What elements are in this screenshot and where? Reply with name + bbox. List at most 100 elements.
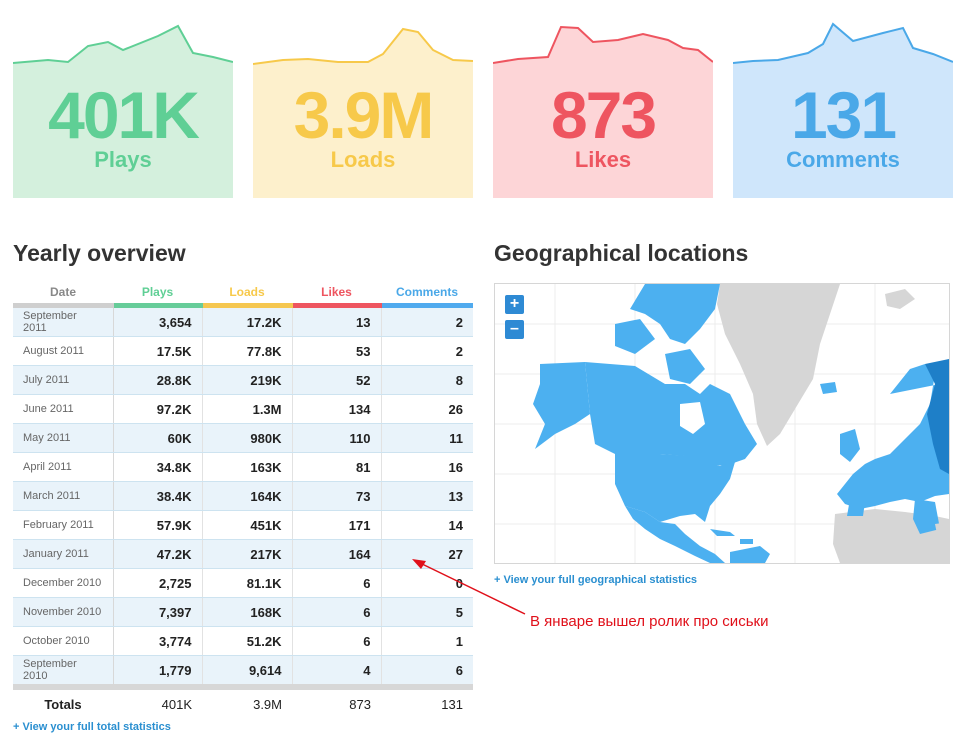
row-likes: 164 [292,539,382,569]
row-comments: 26 [381,394,473,424]
row-likes: 4 [292,655,382,688]
totals-loads: 3.9M [202,684,292,718]
row-plays: 34.8K [113,452,203,482]
sparkline-chart [13,24,233,198]
row-date: June 2011 [13,394,114,424]
russia-shape [925,359,949,474]
col-comments: Comments [381,280,473,308]
row-plays: 7,397 [113,597,203,627]
stat-label: Plays [94,147,152,172]
row-comments: 11 [381,423,473,453]
mexico-shape [625,506,725,563]
row-date: April 2011 [13,452,114,482]
row-likes: 6 [292,626,382,656]
map-graphic [495,284,949,563]
row-likes: 6 [292,597,382,627]
row-date: February 2011 [13,510,114,540]
row-date: August 2011 [13,336,114,366]
row-likes: 6 [292,568,382,598]
row-plays: 3,774 [113,626,203,656]
row-loads: 451K [202,510,293,540]
stat-label: Likes [574,147,632,172]
greenland-shape [717,284,840,446]
row-loads: 1.3M [202,394,293,424]
alaska-shape [533,362,590,449]
stat-card-plays: 401K Plays [13,22,233,198]
row-plays: 1,779 [113,655,203,688]
totals-row: Totals 401K 3.9M 873 131 [13,684,473,718]
row-likes: 171 [292,510,382,540]
row-date: January 2011 [13,539,114,569]
row-likes: 81 [292,452,382,482]
table-row: February 2011 57.9K 451K 171 14 [13,510,473,540]
stat-value: 401K [48,78,200,152]
world-map[interactable]: + – [494,283,950,564]
row-plays: 3,654 [113,305,203,337]
row-comments: 16 [381,452,473,482]
totals-label: Totals [13,684,113,718]
row-comments: 5 [381,597,473,627]
stat-value: 3.9M [293,78,435,152]
table-row: October 2010 3,774 51.2K 6 1 [13,626,473,656]
stat-value: 131 [790,78,897,152]
row-plays: 28.8K [113,365,203,395]
sparkline-chart [253,27,473,198]
row-plays: 57.9K [113,510,203,540]
row-loads: 81.1K [202,568,293,598]
zoom-in-button[interactable]: + [505,295,524,314]
view-geo-statistics-link[interactable]: + View your full geographical statistics [494,574,698,586]
canada-shape [585,362,757,466]
row-loads: 77.8K [202,336,293,366]
arctic-islands-shape [630,284,720,344]
row-plays: 60K [113,423,203,453]
stat-card-loads: 3.9M Loads [253,22,473,198]
row-loads: 164K [202,481,293,511]
row-likes: 134 [292,394,382,424]
row-date: May 2011 [13,423,114,453]
sparkline-chart [493,25,713,198]
row-plays: 47.2K [113,539,203,569]
row-likes: 73 [292,481,382,511]
stat-label: Loads [330,147,396,172]
stat-card-likes: 873 Likes [493,22,713,198]
row-loads: 217K [202,539,293,569]
row-date: November 2010 [13,597,114,627]
view-total-statistics-link[interactable]: + View your full total statistics [13,721,171,733]
totals-comments: 131 [381,684,473,718]
row-loads: 9,614 [202,655,293,688]
row-comments: 13 [381,481,473,511]
sparkline-chart [733,22,953,198]
table-row: August 2011 17.5K 77.8K 53 2 [13,336,473,366]
row-comments: 27 [381,539,473,569]
annotation-arrow [412,559,526,615]
row-plays: 2,725 [113,568,203,598]
row-plays: 38.4K [113,481,203,511]
row-comments: 14 [381,510,473,540]
row-likes: 110 [292,423,382,453]
table-row: December 2010 2,725 81.1K 6 0 [13,568,473,598]
zoom-out-button[interactable]: – [505,320,524,339]
row-comments: 2 [381,305,473,337]
row-comments: 0 [381,568,473,598]
row-comments: 8 [381,365,473,395]
europe-shape [837,364,949,509]
table-row: September 2010 1,779 9,614 4 6 [13,655,473,688]
row-date: December 2010 [13,568,114,598]
table-row: January 2011 47.2K 217K 164 27 [13,539,473,569]
col-plays: Plays [113,280,202,308]
row-date: September 2010 [13,655,114,688]
row-loads: 980K [202,423,293,453]
col-date: Date [13,280,113,308]
table-row: November 2010 7,397 168K 6 5 [13,597,473,627]
yearly-overview-title: Yearly overview [13,240,186,266]
row-likes: 52 [292,365,382,395]
row-comments: 1 [381,626,473,656]
row-likes: 13 [292,305,382,337]
row-loads: 163K [202,452,293,482]
stat-card-comments: 131 Comments [733,22,953,198]
table-row: March 2011 38.4K 164K 73 13 [13,481,473,511]
stat-label: Comments [786,147,900,172]
table-row: April 2011 34.8K 163K 81 16 [13,452,473,482]
usa-shape [615,454,735,522]
totals-plays: 401K [113,684,202,718]
